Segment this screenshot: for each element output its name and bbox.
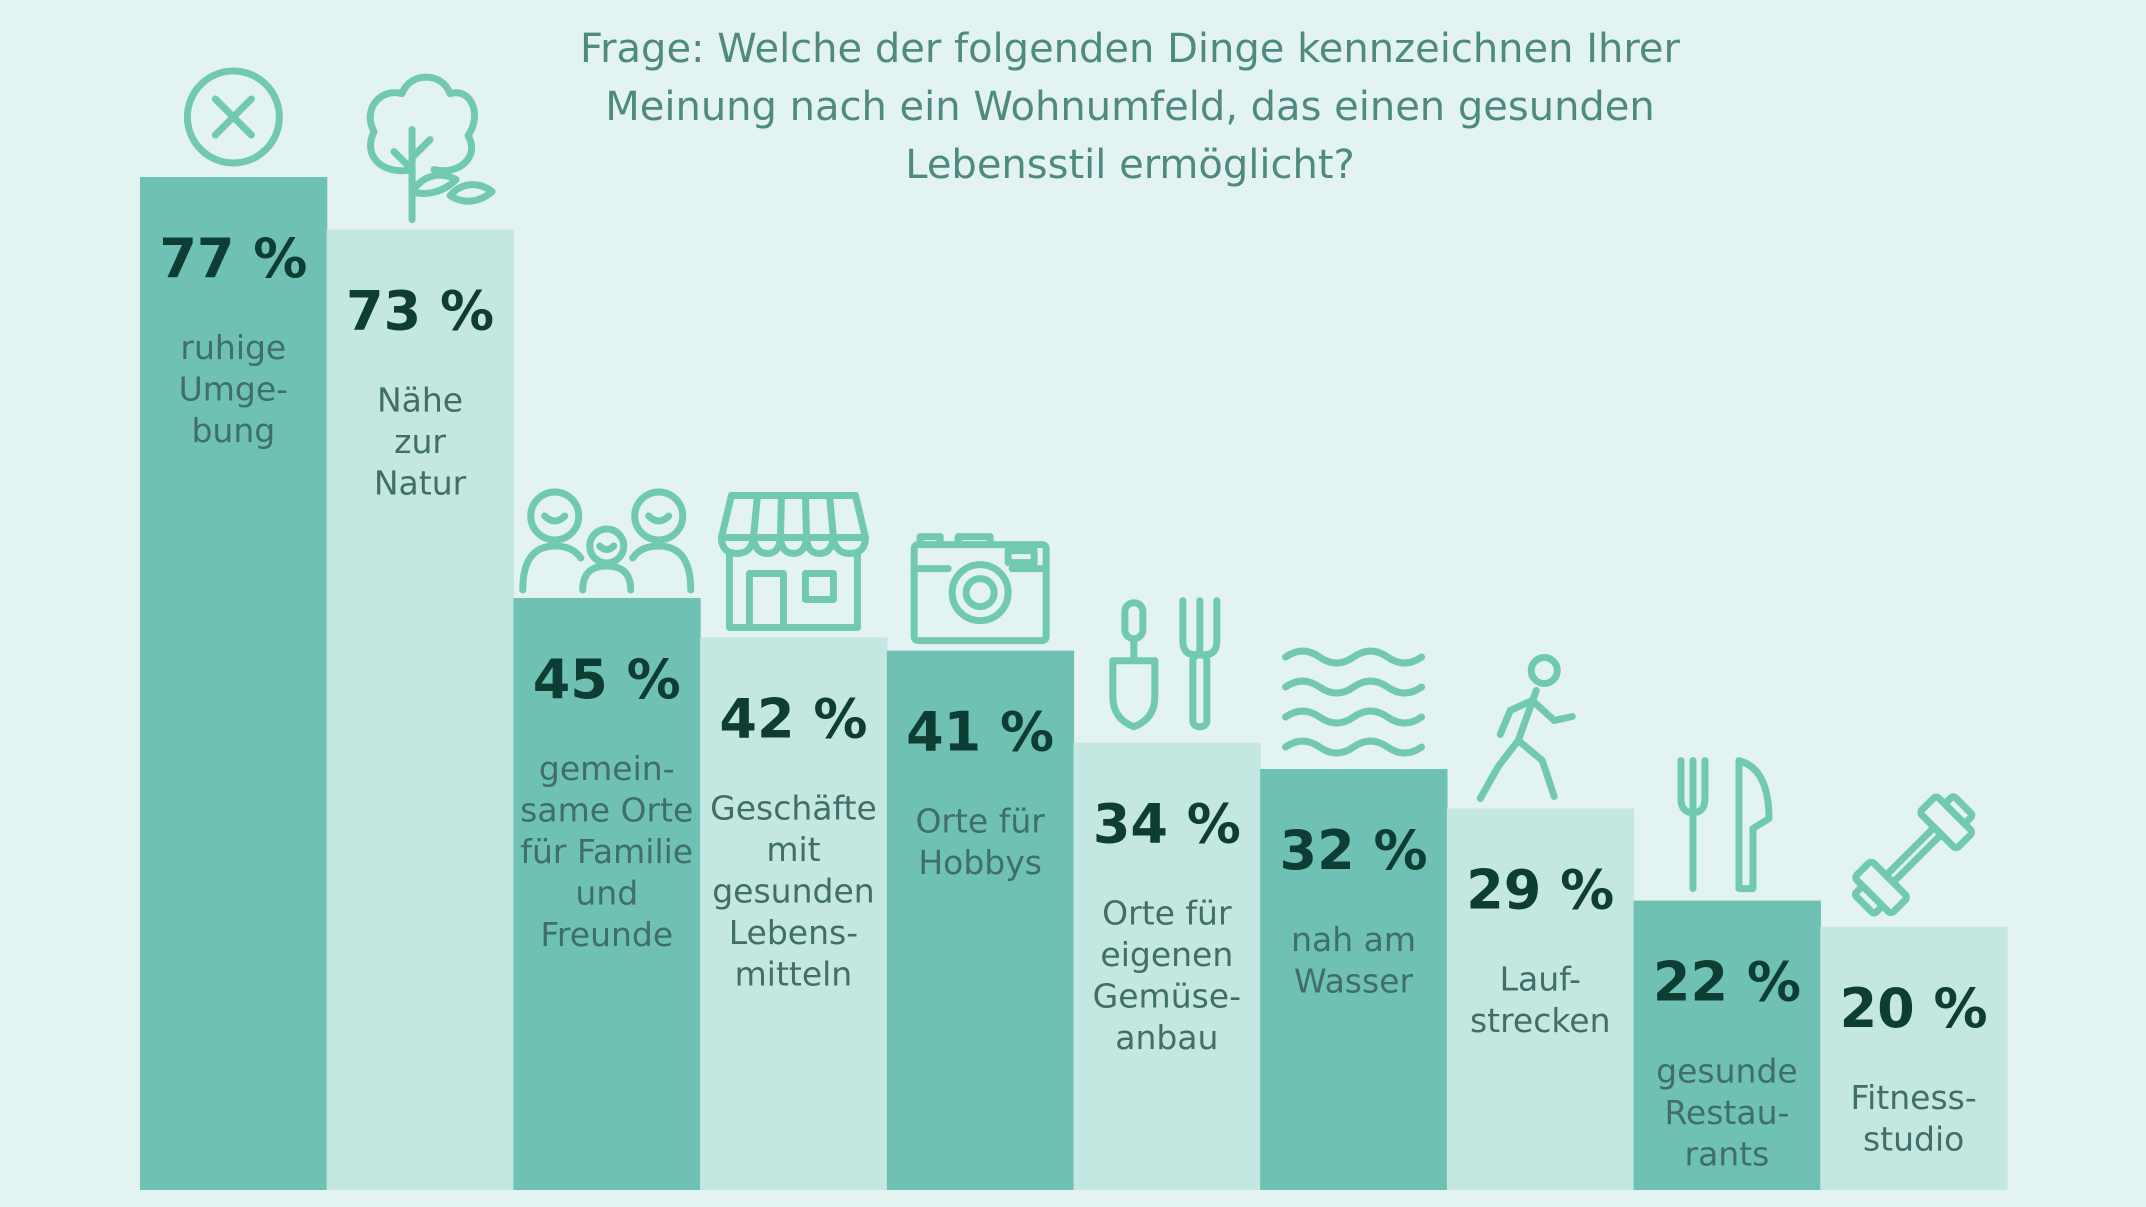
value-label-2: 73 % [346, 280, 494, 343]
value-label-7: 32 % [1280, 819, 1428, 882]
family-icon [519, 488, 695, 594]
bar-10 [1820, 926, 2008, 1190]
category-label-10: Fitness-studio [1851, 1078, 1977, 1159]
value-label-9: 22 % [1653, 951, 1801, 1014]
x-circle-icon [183, 67, 283, 167]
bar-1 [140, 177, 328, 1190]
category-label-8: Lauf-strecken [1470, 959, 1611, 1039]
bar-8 [1446, 808, 1635, 1190]
value-label-8: 29 % [1466, 858, 1614, 921]
value-label-4: 42 % [719, 687, 867, 750]
category-label-9: gesunde Restau-rants [1656, 1052, 1798, 1174]
bar-9 [1633, 900, 1821, 1190]
chart-title: Frage: Welche der folgenden Dinge kennze… [580, 26, 1680, 188]
category-label-6: Orte für eigenen Gemüse-anbau [1093, 894, 1241, 1058]
dumbbell-icon [1851, 793, 1976, 917]
waves-icon [1282, 647, 1426, 757]
value-label-5: 41 % [906, 701, 1054, 764]
category-label-4: Geschäfte mit gesunden Lebens-mitteln [710, 788, 877, 993]
tree-icon [366, 73, 496, 224]
value-label-3: 45 % [533, 648, 681, 711]
value-label-10: 20 % [1840, 977, 1988, 1040]
garden-tools-icon [1109, 597, 1221, 731]
category-label-3: gemein-same Orte für Familie und Freunde [520, 749, 693, 954]
camera-icon [910, 533, 1050, 645]
bar-4 [700, 637, 888, 1190]
bar-7 [1260, 769, 1448, 1190]
bar-5 [886, 650, 1075, 1190]
bar-6 [1073, 742, 1261, 1190]
category-label-2: Nähe zur Natur [374, 381, 467, 503]
bar-2 [326, 229, 514, 1190]
cutlery-icon [1677, 757, 1773, 893]
category-label-7: nah am Wasser [1291, 920, 1416, 1001]
category-label-1: ruhige Umge-bung [179, 328, 288, 450]
walker-icon [1476, 653, 1576, 802]
value-label-1: 77 % [159, 227, 307, 290]
category-label-5: Orte für Hobbys [915, 802, 1045, 883]
shop-icon [717, 491, 869, 631]
bar-3 [513, 597, 701, 1190]
value-label-6: 34 % [1093, 793, 1241, 856]
